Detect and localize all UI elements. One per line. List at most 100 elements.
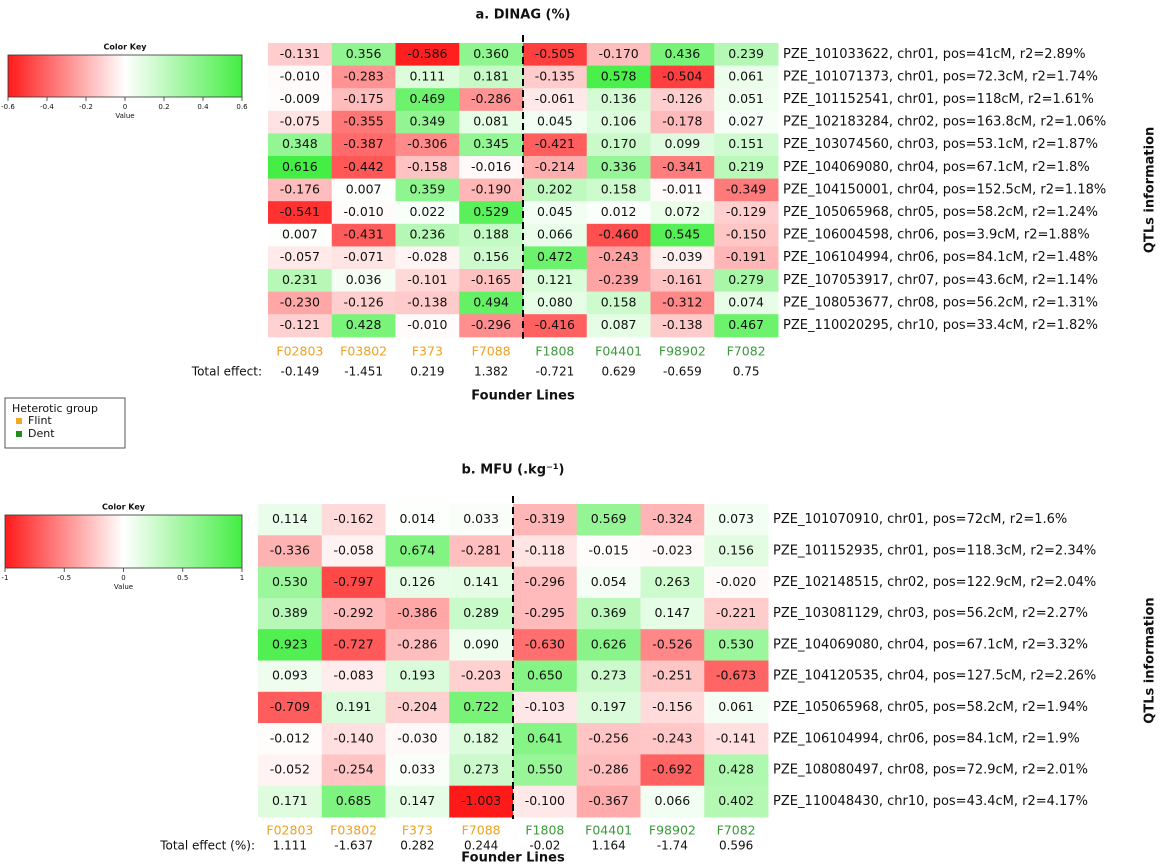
cell-label: -0.121 (280, 317, 320, 332)
cell-label: -0.140 (333, 730, 373, 745)
cell-label: 0.081 (473, 114, 509, 129)
row-label: PZE_102148515, chr02, pos=122.9cM, r2=2.… (773, 575, 1096, 590)
heatmap-cell (385, 660, 450, 693)
heatmap-cell (321, 629, 386, 661)
cell-label: 0.191 (336, 699, 372, 714)
heatmap-cell (640, 723, 705, 755)
cell-label: -0.460 (598, 227, 638, 242)
heatmap-cell (640, 629, 705, 661)
cell-label: 0.136 (601, 91, 637, 106)
cell-label: -0.349 (726, 181, 766, 196)
key-tick-label: -0.4 (40, 103, 54, 111)
cell-label: -0.023 (652, 542, 692, 557)
heatmap-cell (586, 246, 651, 270)
heatmap-cell (523, 178, 588, 202)
heatmap-cell (714, 133, 779, 157)
heatmap-cell (640, 691, 705, 724)
cell-label: 0.472 (537, 249, 573, 264)
cell-label: -0.286 (471, 91, 511, 106)
cell-label: -0.230 (280, 294, 320, 309)
cell-label: -0.190 (471, 181, 511, 196)
cell-label: -0.296 (471, 317, 511, 332)
heatmap-cell (576, 660, 641, 693)
cell-label: -0.541 (280, 204, 320, 219)
total-effect: -1.74 (657, 839, 688, 853)
heatmap-cell (650, 178, 715, 202)
heatmap-cell (385, 535, 450, 568)
row-label: PZE_107053917, chr07, pos=43.6cM, r2=1.1… (783, 273, 1098, 288)
heatmap-cell (704, 597, 769, 630)
heatmap-cell (258, 535, 323, 568)
cell-label: 0.360 (473, 46, 509, 61)
heatmap-cell (459, 246, 524, 270)
cell-label: -0.292 (333, 605, 373, 620)
cell-label: 0.197 (591, 699, 627, 714)
heatmap-cell (449, 504, 514, 536)
cell-label: -0.011 (662, 181, 702, 196)
heatmap-cell (331, 314, 396, 338)
heatmap-cell (268, 223, 333, 247)
row-label: PZE_106104994, chr06, pos=84.1cM, r2=1.9… (773, 731, 1080, 746)
cell-label: 0.289 (463, 605, 499, 620)
heatmap-cell (268, 88, 333, 112)
column-label: F7088 (462, 823, 501, 838)
heatmap-cell (385, 597, 450, 630)
key-axis-label: Value (114, 583, 133, 591)
heatmap-cell (459, 133, 524, 157)
heatmap-cell (650, 246, 715, 270)
cell-label: 0.389 (272, 605, 308, 620)
cell-label: -0.131 (280, 46, 320, 61)
heatmap-cell (586, 178, 651, 202)
cell-label: -0.243 (652, 730, 692, 745)
cell-label: 0.428 (346, 317, 382, 332)
row-label: PZE_105065968, chr05, pos=58.2cM, r2=1.2… (783, 205, 1098, 220)
cell-label: -0.431 (343, 227, 383, 242)
row-label: PZE_108080497, chr08, pos=72.9cM, r2=2.0… (773, 763, 1088, 778)
cell-label: -0.221 (716, 605, 756, 620)
heatmap-cell (586, 269, 651, 293)
total-effect: 0.244 (464, 839, 498, 853)
cell-label: 0.578 (601, 68, 637, 83)
row-label: PZE_101071373, chr01, pos=72.3cM, r2=1.7… (783, 69, 1098, 84)
cell-label: -0.170 (598, 46, 638, 61)
heatmap-cell (459, 65, 524, 89)
heatmap-cell (523, 223, 588, 247)
column-label: F98902 (649, 823, 696, 838)
column-label: F02803 (276, 344, 323, 359)
heatmap-cell (523, 246, 588, 270)
cell-label: -0.009 (280, 91, 320, 106)
cell-label: 0.616 (282, 159, 318, 174)
cell-label: 0.170 (601, 136, 637, 151)
heatmap-cell (576, 597, 641, 630)
heatmap-cell (395, 65, 460, 89)
heatmap-cell (704, 504, 769, 536)
cell-label: 0.359 (409, 181, 445, 196)
cell-label: 0.007 (282, 227, 318, 242)
cell-label: 0.156 (473, 249, 509, 264)
cell-label: -0.010 (280, 68, 320, 83)
heatmap-cell (586, 314, 651, 338)
column-label: F04401 (585, 823, 632, 838)
cell-label: 0.685 (336, 793, 372, 808)
heatmap-cell (449, 597, 514, 630)
heatmap-cell (395, 314, 460, 338)
cell-label: -0.015 (588, 542, 628, 557)
cell-label: -0.306 (407, 136, 447, 151)
cell-label: 0.080 (537, 294, 573, 309)
cell-label: 0.650 (527, 668, 563, 683)
key-axis-label: Value (115, 112, 134, 120)
cell-label: -0.039 (662, 249, 702, 264)
cell-label: -0.586 (407, 46, 447, 61)
cell-label: -0.061 (535, 91, 575, 106)
heatmap-cell (640, 566, 705, 599)
cell-label: -0.100 (525, 793, 565, 808)
cell-label: 0.188 (473, 227, 509, 242)
legend-title: Heterotic group (12, 402, 98, 415)
heatmap-cell (449, 566, 514, 599)
cell-label: 0.530 (718, 636, 754, 651)
cell-label: 0.014 (399, 511, 435, 526)
key-title: Color Key (103, 43, 147, 52)
cell-label: 0.022 (409, 204, 445, 219)
heatmap-cell (586, 201, 651, 225)
cell-label: 0.923 (272, 636, 308, 651)
